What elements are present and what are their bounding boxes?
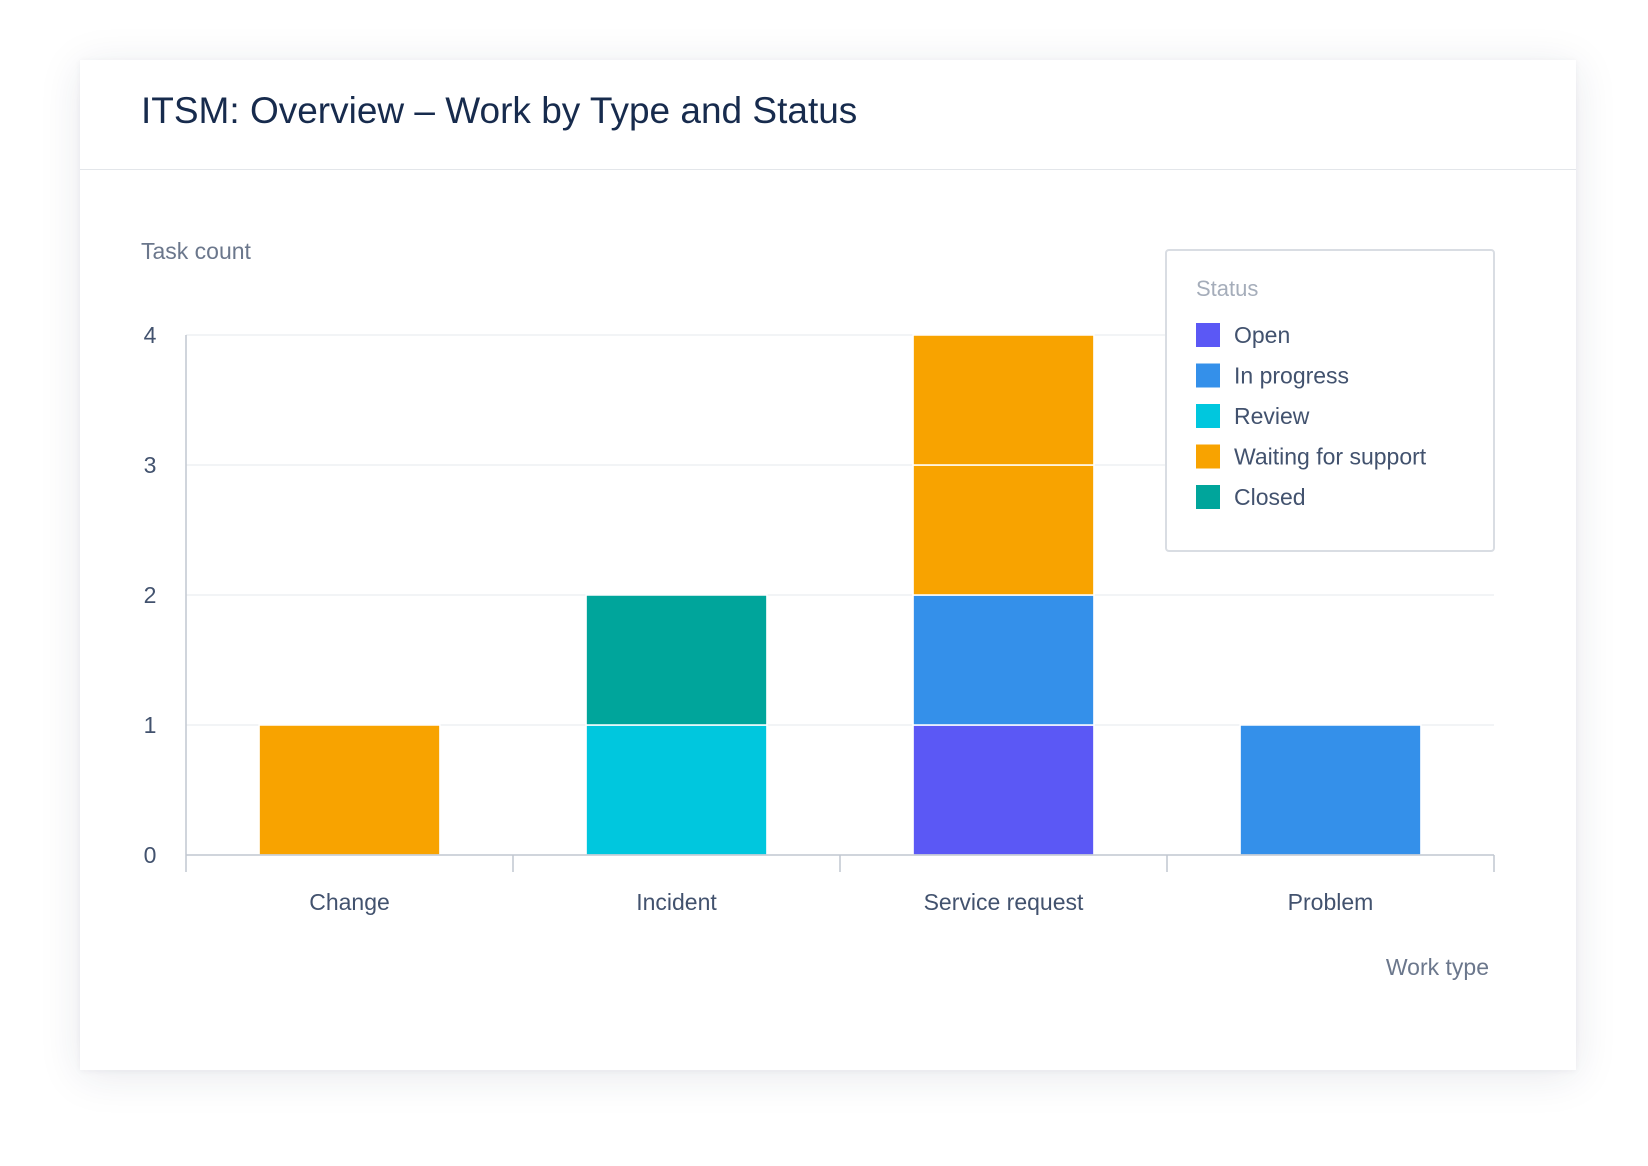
- legend-swatch: [1196, 444, 1220, 469]
- y-tick-label: 1: [144, 712, 157, 738]
- page-title: ITSM: Overview – Work by Type and Status: [141, 90, 858, 131]
- bar-segment-service-request-open: [912, 724, 1095, 856]
- x-tick-label: Incident: [636, 889, 717, 915]
- y-tick-label: 2: [144, 582, 157, 608]
- bar-segment-service-request-in-progress: [912, 594, 1095, 726]
- legend-label: Review: [1234, 403, 1310, 429]
- legend-label: Waiting for support: [1234, 444, 1427, 470]
- legend-swatch: [1196, 363, 1220, 388]
- y-tick-label: 0: [144, 842, 157, 868]
- legend: Status Open In progress Review Waiting for …: [1165, 249, 1495, 552]
- chart-card: ITSM: Overview – Work by Type and Status: [80, 60, 1576, 1070]
- x-tick-labels: Change Incident Service request Problem: [309, 889, 1373, 915]
- legend-title: Status: [1196, 276, 1258, 301]
- y-tick-label: 3: [144, 452, 157, 478]
- legend-label: Closed: [1234, 484, 1306, 510]
- legend-label: Open: [1234, 322, 1290, 348]
- y-tick-label: 4: [144, 322, 157, 348]
- y-axis-label: Task count: [141, 238, 252, 264]
- y-tick-labels: 0 1 2 3 4: [144, 322, 157, 868]
- x-tick-label: Change: [309, 889, 390, 915]
- legend-swatch: [1196, 404, 1220, 428]
- bar-segment-problem-in-progress: [1239, 724, 1422, 856]
- axes: [185, 335, 1495, 872]
- bar-segment-service-request-waiting-for-support: [912, 334, 1095, 466]
- legend-items: Open In progress Review Waiting for support…: [1196, 322, 1427, 510]
- legend-box: [1165, 249, 1495, 552]
- bar-segments: [258, 334, 1422, 856]
- x-tick-label: Problem: [1288, 889, 1374, 915]
- bar-segment-incident-review: [585, 724, 768, 856]
- bar-segment-service-request-waiting-for-support: [912, 464, 1095, 596]
- x-tick-label: Service request: [924, 889, 1084, 915]
- bar-segment-change-waiting-for-support: [258, 724, 441, 856]
- bar-segment-incident-closed: [585, 594, 768, 726]
- card-header: ITSM: Overview – Work by Type and Status: [80, 60, 1576, 170]
- legend-swatch: [1196, 485, 1220, 509]
- x-axis-label: Work type: [1386, 954, 1489, 980]
- legend-label: In progress: [1234, 363, 1349, 389]
- legend-swatch: [1196, 323, 1220, 347]
